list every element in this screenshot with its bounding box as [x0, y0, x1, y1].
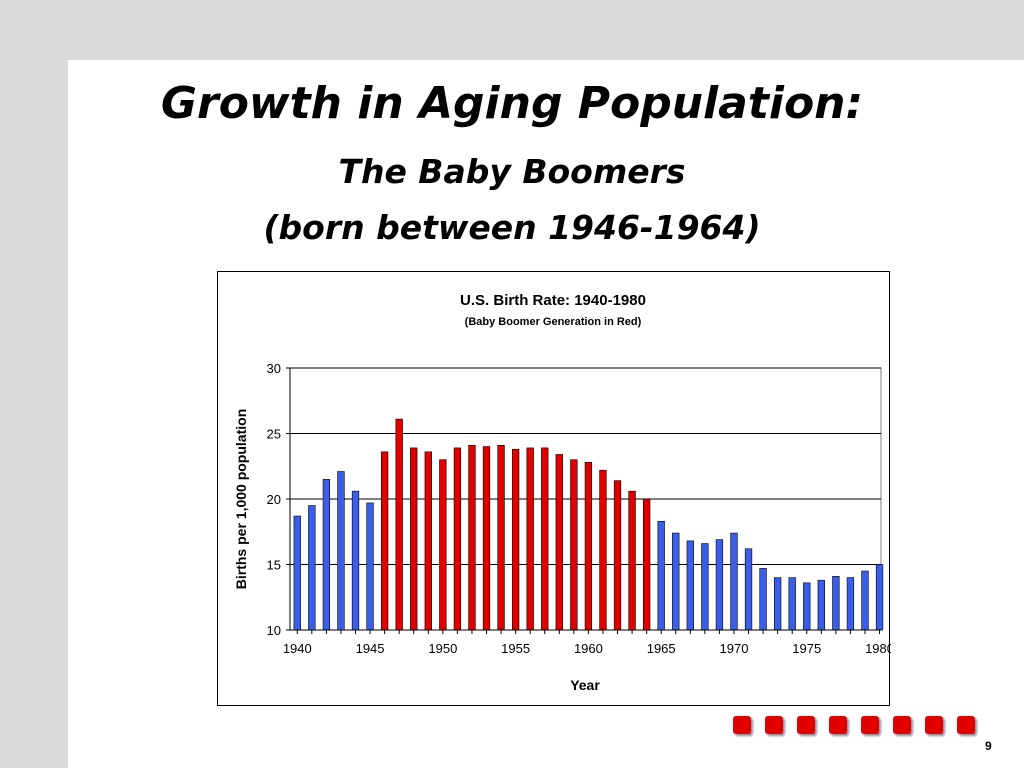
bar-1968 [701, 543, 709, 631]
y-tick-label: 10 [267, 623, 281, 638]
page-number: 9 [985, 739, 992, 753]
bar-1966 [672, 532, 680, 631]
x-tick-label: 1950 [428, 641, 457, 656]
bar-1954 [497, 444, 505, 631]
slide-subtitle: The Baby Boomers [338, 152, 686, 191]
bar-1965 [657, 520, 665, 631]
bar-1976 [817, 579, 825, 631]
bar-1962 [613, 480, 622, 631]
bar-1959 [570, 459, 578, 631]
bar-1971 [744, 548, 753, 631]
x-tick-label: 1980 [865, 641, 891, 656]
bar-1978 [846, 577, 855, 631]
bar-1947 [395, 418, 403, 631]
bar-1964 [642, 498, 651, 631]
decorative-square [765, 716, 783, 734]
x-tick-label: 1970 [720, 641, 749, 656]
y-tick-label: 15 [267, 558, 281, 573]
x-tick-label: 1945 [356, 641, 385, 656]
bar-1967 [686, 540, 694, 631]
bar-1957 [541, 447, 549, 631]
bar-1973 [773, 577, 782, 631]
bar-1943 [337, 471, 345, 631]
bar-1979 [861, 570, 869, 631]
x-tick-label: 1960 [574, 641, 603, 656]
decorative-square [733, 716, 751, 734]
bar-1942 [322, 479, 331, 631]
bar-1951 [453, 447, 462, 631]
bar-1945 [366, 502, 374, 631]
slide-title: Growth in Aging Population: [160, 78, 864, 129]
bar-1974 [788, 577, 796, 631]
bar-1970 [730, 532, 738, 631]
x-tick-label: 1940 [283, 641, 312, 656]
bar-1949 [424, 451, 432, 631]
bar-1948 [410, 447, 418, 631]
bar-series [293, 418, 884, 631]
decorative-square [893, 716, 911, 734]
chart-subtitle: (Baby Boomer Generation in Red) [465, 316, 642, 328]
decorative-square [861, 716, 879, 734]
decorative-square [797, 716, 815, 734]
bar-1958 [555, 454, 563, 631]
bar-1980 [875, 564, 884, 631]
decorative-square [957, 716, 975, 734]
y-tick-label: 25 [267, 427, 281, 442]
bar-1941 [308, 505, 316, 631]
bar-1944 [351, 490, 360, 631]
chart-frame: U.S. Birth Rate: 1940-1980 (Baby Boomer … [217, 271, 891, 706]
bar-1977 [832, 575, 840, 631]
y-tick-label: 30 [267, 361, 281, 376]
x-tick-label: 1965 [647, 641, 676, 656]
bar-1975 [803, 582, 811, 631]
bar-1969 [715, 539, 724, 631]
bar-1956 [526, 447, 534, 631]
slide-subtitle-years: (born between 1946-1964) [263, 208, 761, 247]
x-tick-label: 1955 [501, 641, 530, 656]
bar-1963 [628, 490, 636, 631]
bar-1960 [584, 462, 593, 631]
decorative-squares [733, 716, 975, 736]
bar-1952 [468, 444, 476, 631]
x-tick-label: 1975 [792, 641, 821, 656]
bar-1955 [511, 448, 520, 631]
chart-title: U.S. Birth Rate: 1940-1980 [460, 292, 646, 309]
y-tick-label: 20 [267, 492, 281, 507]
bar-1940 [293, 515, 301, 631]
y-axis-label: Births per 1,000 population [233, 409, 249, 589]
decorative-square [925, 716, 943, 734]
birth-rate-chart: U.S. Birth Rate: 1940-1980 (Baby Boomer … [233, 292, 891, 693]
bar-1946 [380, 451, 389, 631]
bar-1961 [599, 469, 607, 631]
x-axis-label: Year [570, 677, 600, 693]
bar-1953 [482, 446, 491, 631]
decorative-square [829, 716, 847, 734]
bar-1950 [439, 459, 447, 631]
axes: 10 15 20 25 30 1940 1945 1950 1955 1960 1965 1970 19… [267, 361, 891, 656]
bar-1972 [759, 568, 767, 631]
